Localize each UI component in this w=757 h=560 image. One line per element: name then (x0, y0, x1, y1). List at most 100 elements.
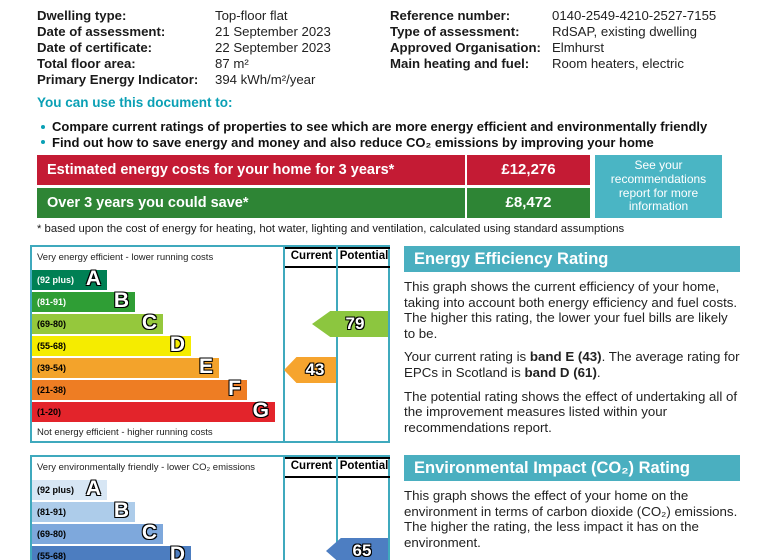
rating-band-bar: (55-68) D (32, 333, 191, 356)
cost-row-value: £12,276 (467, 155, 590, 185)
band-range-label: (69-80) (37, 529, 67, 539)
current-column: Current (283, 457, 338, 560)
column-header: Current (285, 457, 338, 478)
cost-row-label: Estimated energy costs for your home for… (37, 155, 465, 185)
property-details-right: Reference number: 0140-2549-4210-2527-715… (390, 8, 727, 88)
intro-bullet-item: Find out how to save energy and money an… (37, 135, 737, 151)
recommendations-note: See your recommendations report for more… (595, 155, 722, 218)
band-range-label: (39-54) (37, 363, 67, 373)
rating-band-row: (39-54) E (32, 355, 281, 380)
energy-efficiency-chart: Very energy efficient - lower running co… (30, 245, 390, 443)
band-letter: C (141, 521, 157, 544)
potential-column: Potential 79 (312, 247, 390, 441)
band-letter: A (85, 477, 101, 500)
column-header: Current (285, 247, 338, 268)
property-details-left: Dwelling type: Top-floor flat Date of asse… (37, 8, 390, 88)
property-detail-row: Main heating and fuel: Room heaters, elec… (390, 56, 727, 72)
band-range-label: (81-91) (37, 507, 67, 517)
band-scale: Very environmentally friendly - lower CO… (32, 457, 281, 560)
detail-value: 394 kWh/m²/year (215, 72, 316, 87)
band-letter: C (141, 311, 157, 334)
rating-band-bar: (69-80) C (32, 521, 163, 544)
property-detail-row: Dwelling type: Top-floor flat (37, 8, 390, 24)
band-scale: Very energy efficient - lower running co… (32, 247, 281, 438)
band-letter: B (113, 499, 129, 522)
intro-bullet-item: Compare current ratings of properties to… (37, 119, 737, 135)
rating-band-bar: (92 plus) A (32, 267, 107, 290)
rating-band-bar: (55-68) D (32, 543, 191, 560)
energy-paragraph-2: Your current rating is band E (43). The … (404, 349, 740, 380)
band-letter: D (169, 543, 185, 560)
cost-rows: Estimated energy costs for your home for… (37, 155, 727, 218)
property-detail-row: Date of assessment: 21 September 2023 (37, 24, 390, 40)
column-header: Potential (338, 457, 390, 478)
energy-efficiency-heading: Energy Efficiency Rating (404, 246, 740, 272)
band-range-label: (1-20) (37, 407, 62, 417)
detail-label: Total floor area: (37, 56, 136, 71)
environmental-impact-chart: Very environmentally friendly - lower CO… (30, 455, 390, 560)
potential-rating-arrow: 79 (312, 311, 388, 337)
rating-band-row: (92 plus) A (32, 267, 281, 292)
rating-band-row: (92 plus) A (32, 477, 281, 502)
rating-band-row: (55-68) D (32, 543, 281, 560)
column-header: Potential (338, 247, 390, 268)
rating-band-bar: (1-20) G (32, 399, 275, 422)
intro-bullet-list: Compare current ratings of properties to… (37, 119, 737, 150)
chart-top-caption: Very environmentally friendly - lower CO… (37, 462, 256, 473)
detail-label: Primary Energy Indicator: (37, 72, 199, 87)
band-letter: B (113, 289, 129, 312)
property-detail-row: Reference number: 0140-2549-4210-2527-715… (390, 8, 727, 24)
band-letter: F (228, 377, 241, 400)
property-detail-row: Primary Energy Indicator: 394 kWh/m²/year (37, 72, 390, 88)
detail-value: RdSAP, existing dwelling (552, 24, 697, 39)
detail-value: Room heaters, electric (552, 56, 684, 71)
current-rating-arrow: 43 (284, 357, 336, 383)
chart-bottom-caption: Not energy efficient - higher running co… (37, 427, 213, 438)
property-detail-row: Date of certificate: 22 September 2023 (37, 40, 390, 56)
rating-band-bar: (81-91) B (32, 289, 135, 312)
potential-rating-arrow: 65 (326, 538, 388, 560)
band-range-label: (55-68) (37, 551, 67, 560)
property-detail-row: Total floor area: 87 m² (37, 56, 390, 72)
band-range-label: (55-68) (37, 341, 67, 351)
rating-band-bar: (81-91) B (32, 499, 135, 522)
intro-heading: You can use this document to: (37, 95, 233, 110)
cost-row-value: £8,472 (467, 188, 590, 218)
rating-band-row: (81-91) B (32, 289, 281, 314)
detail-label: Approved Organisation: (390, 40, 541, 55)
rating-band-bar: (39-54) E (32, 355, 219, 378)
co2-paragraph-clipped: Your current rating is band (404, 558, 740, 560)
rating-band-row: (55-68) D (32, 333, 281, 358)
cost-row: Over 3 years you could save* £8,472 (37, 188, 727, 218)
current-column: Current 43 (283, 247, 338, 441)
band-letter: E (198, 355, 213, 378)
intro-section: You can use this document to: Compare cu… (37, 95, 737, 150)
detail-value: Top-floor flat (215, 8, 288, 23)
rating-band-row: (81-91) B (32, 499, 281, 524)
property-detail-row: Type of assessment: RdSAP, existing dwell… (390, 24, 727, 40)
band-range-label: (92 plus) (37, 485, 75, 495)
potential-column: Potential 65 (326, 457, 390, 560)
cost-row-label: Over 3 years you could save* (37, 188, 465, 218)
environmental-impact-heading: Environmental Impact (CO₂) Rating (404, 455, 740, 481)
detail-label: Reference number: (390, 8, 511, 23)
energy-paragraph-1: This graph shows the current efficiency … (404, 279, 738, 341)
rating-band-row: (21-38) F (32, 377, 281, 402)
band-letter: D (169, 333, 185, 356)
rating-band-row: (1-20) G (32, 399, 281, 424)
cost-footnote: * based upon the cost of energy for heat… (37, 223, 625, 235)
cost-row: Estimated energy costs for your home for… (37, 155, 727, 185)
rating-band-bar: (21-38) F (32, 377, 247, 400)
detail-label: Main heating and fuel: (390, 56, 530, 71)
detail-value: 22 September 2023 (215, 40, 331, 55)
rating-band-row: (69-80) C (32, 311, 281, 336)
band-range-label: (69-80) (37, 319, 67, 329)
environmental-impact-panel: Environmental Impact (CO₂) Rating This g… (404, 455, 740, 560)
detail-value: 21 September 2023 (215, 24, 331, 39)
detail-value: 87 m² (215, 56, 249, 71)
detail-label: Type of assessment: (390, 24, 520, 39)
rating-band-bar: (69-80) C (32, 311, 163, 334)
energy-paragraph-3: The potential rating shows the effect of… (404, 388, 738, 435)
band-range-label: (21-38) (37, 385, 67, 395)
